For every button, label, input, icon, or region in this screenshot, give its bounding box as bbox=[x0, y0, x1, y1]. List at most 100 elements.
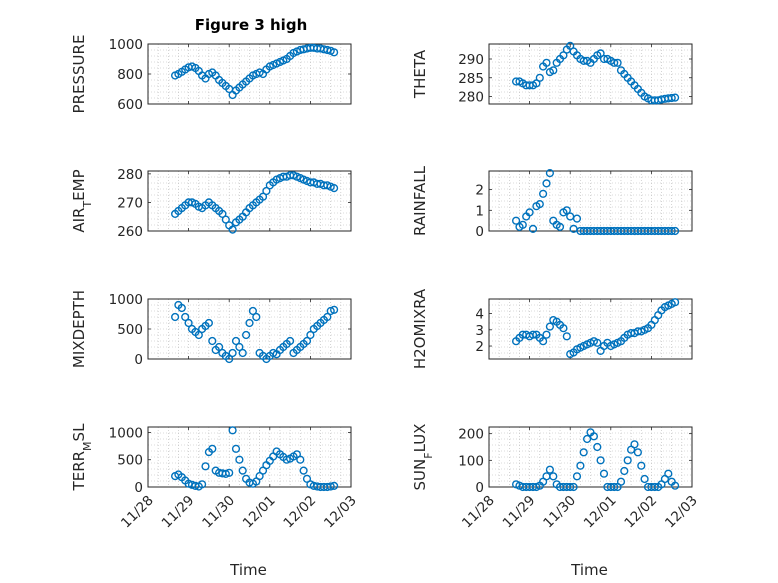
subplot-mixdepth: 0 500 1000 MIXDEPTH bbox=[70, 290, 352, 368]
data-point bbox=[569, 482, 578, 492]
data-point bbox=[576, 461, 585, 470]
data-point bbox=[549, 472, 558, 481]
subplot-sun-flux: 0 100 200 11/28 11/29 11/30 12/01 12/02 12/03 SUN… bbox=[411, 424, 701, 579]
data-point bbox=[252, 312, 261, 322]
subplot-air-temp: 260 270 280 AIRTEMP bbox=[70, 167, 352, 240]
data-point bbox=[221, 215, 230, 224]
subplot-theta: 280 285 290 THETA bbox=[411, 41, 693, 106]
y-tick-label: 260 bbox=[117, 224, 143, 240]
y-tick-label: 600 bbox=[117, 97, 143, 113]
data-point bbox=[566, 482, 575, 492]
data-point bbox=[330, 48, 339, 57]
data-point bbox=[589, 432, 599, 441]
data-point bbox=[542, 179, 551, 188]
data-point bbox=[330, 305, 339, 314]
data-point bbox=[242, 330, 251, 340]
y-tick-label: 285 bbox=[458, 71, 484, 87]
y-tick-label: 1 bbox=[475, 203, 484, 219]
x-axis-label: Time bbox=[229, 561, 267, 579]
y-axis-label: PRESSURE bbox=[70, 35, 88, 114]
data-point bbox=[535, 200, 544, 209]
data-point bbox=[616, 477, 626, 486]
data-point bbox=[670, 481, 680, 490]
data-point bbox=[231, 336, 241, 346]
y-tick-label: 3 bbox=[475, 323, 484, 339]
x-tick-label: 11/30 bbox=[199, 493, 238, 532]
data-point bbox=[330, 481, 339, 491]
y-tick-label: 270 bbox=[117, 195, 143, 211]
x-tick-label: 12/03 bbox=[662, 493, 701, 532]
data-point bbox=[633, 448, 643, 457]
data-point bbox=[559, 324, 568, 333]
y-tick-label: 290 bbox=[458, 52, 484, 68]
data-point bbox=[228, 426, 237, 435]
data-point bbox=[330, 184, 339, 193]
grid-lines bbox=[488, 43, 693, 105]
data-point bbox=[538, 337, 548, 346]
x-axis-label: Time bbox=[570, 561, 608, 579]
subplot-rainfall: 0 1 2 RAINFALL bbox=[411, 165, 693, 240]
data-point bbox=[549, 66, 558, 75]
data-point bbox=[579, 448, 588, 457]
data-point bbox=[667, 226, 676, 236]
subplot-terr-msl: 0 500 1000 11/28 11/29 11/30 12/01 12/02 12/03 TE… bbox=[70, 423, 360, 579]
data-point bbox=[555, 222, 565, 232]
data-point bbox=[228, 225, 237, 234]
data-point bbox=[299, 466, 308, 475]
y-tick-label: 280 bbox=[117, 167, 143, 183]
data-point bbox=[528, 224, 538, 234]
data-point bbox=[640, 474, 649, 484]
data-series bbox=[511, 298, 680, 359]
data-point bbox=[225, 354, 234, 364]
y-tick-label: 2 bbox=[475, 183, 484, 199]
y-tick-label: 100 bbox=[458, 453, 484, 469]
data-point bbox=[620, 466, 629, 476]
data-point bbox=[262, 186, 271, 196]
data-point bbox=[225, 468, 234, 477]
data-point bbox=[545, 322, 555, 331]
y-axis-label: RAINFALL bbox=[411, 165, 429, 236]
data-point bbox=[572, 214, 582, 223]
data-point bbox=[238, 348, 247, 358]
data-point bbox=[670, 298, 680, 307]
data-series bbox=[171, 426, 339, 492]
data-point bbox=[181, 312, 190, 322]
axes-box bbox=[488, 426, 693, 488]
data-point bbox=[562, 332, 571, 341]
x-tick-label: 11/28 bbox=[459, 493, 498, 532]
y-tick-label: 280 bbox=[458, 90, 484, 106]
subplot-h2omixra: 234 H2OMIXRA bbox=[411, 288, 693, 369]
x-tick-label: 11/28 bbox=[118, 493, 157, 532]
data-point bbox=[238, 466, 247, 475]
x-tick-label: 11/29 bbox=[500, 493, 539, 532]
x-tick-label: 11/30 bbox=[540, 493, 579, 532]
data-point bbox=[670, 93, 680, 102]
data-point bbox=[323, 312, 332, 322]
data-point bbox=[323, 45, 332, 55]
data-point bbox=[235, 455, 244, 464]
data-point bbox=[538, 189, 548, 198]
data-point bbox=[204, 318, 214, 328]
data-point bbox=[525, 208, 534, 217]
data-point bbox=[593, 442, 602, 452]
data-point bbox=[593, 338, 602, 347]
data-point bbox=[623, 456, 632, 465]
data-point bbox=[201, 462, 210, 471]
axes-box bbox=[488, 43, 693, 105]
data-point bbox=[218, 209, 227, 219]
x-tick-label: 12/02 bbox=[621, 493, 660, 532]
x-tick-label: 12/01 bbox=[581, 493, 620, 532]
data-point bbox=[664, 469, 673, 478]
data-point bbox=[231, 444, 241, 453]
data-point bbox=[630, 440, 639, 449]
data-point bbox=[296, 455, 305, 464]
data-point bbox=[599, 469, 609, 478]
y-axis-label: AIRTEMP bbox=[70, 169, 94, 232]
data-point bbox=[542, 330, 551, 339]
data-series bbox=[171, 43, 339, 100]
data-point bbox=[610, 482, 619, 492]
data-point bbox=[286, 336, 295, 346]
figure-title: Figure 3 high bbox=[195, 16, 308, 34]
y-axis-label: MIXDEPTH bbox=[70, 290, 88, 368]
